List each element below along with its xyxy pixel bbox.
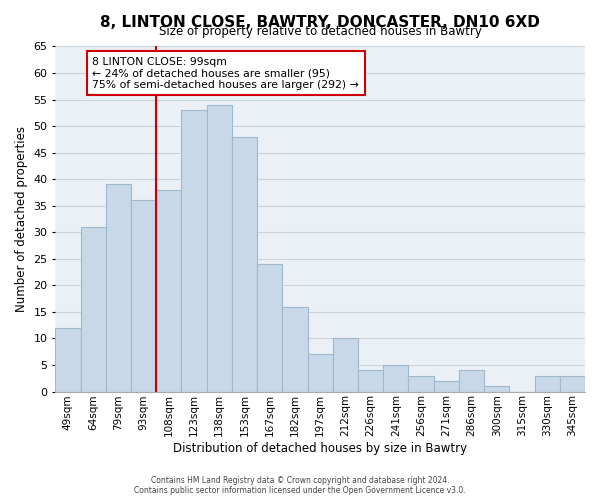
Bar [409,376,434,392]
Bar [358,370,383,392]
Bar [55,328,80,392]
Bar [434,381,459,392]
Bar [181,110,206,392]
Bar [283,306,308,392]
Bar [80,227,106,392]
Bar [484,386,509,392]
Bar [232,136,257,392]
Bar [156,190,181,392]
Title: 8, LINTON CLOSE, BAWTRY, DONCASTER, DN10 6XD: 8, LINTON CLOSE, BAWTRY, DONCASTER, DN10… [100,15,540,30]
Bar [308,354,333,392]
Bar [535,376,560,392]
Bar [333,338,358,392]
X-axis label: Distribution of detached houses by size in Bawtry: Distribution of detached houses by size … [173,442,467,455]
Bar [206,105,232,392]
Text: Size of property relative to detached houses in Bawtry: Size of property relative to detached ho… [159,25,482,38]
Text: 8 LINTON CLOSE: 99sqm
← 24% of detached houses are smaller (95)
75% of semi-deta: 8 LINTON CLOSE: 99sqm ← 24% of detached … [92,57,359,90]
Bar [257,264,283,392]
Y-axis label: Number of detached properties: Number of detached properties [15,126,28,312]
Bar [106,184,131,392]
Text: Contains HM Land Registry data © Crown copyright and database right 2024.
Contai: Contains HM Land Registry data © Crown c… [134,476,466,495]
Bar [383,365,409,392]
Bar [560,376,585,392]
Bar [459,370,484,392]
Bar [131,200,156,392]
